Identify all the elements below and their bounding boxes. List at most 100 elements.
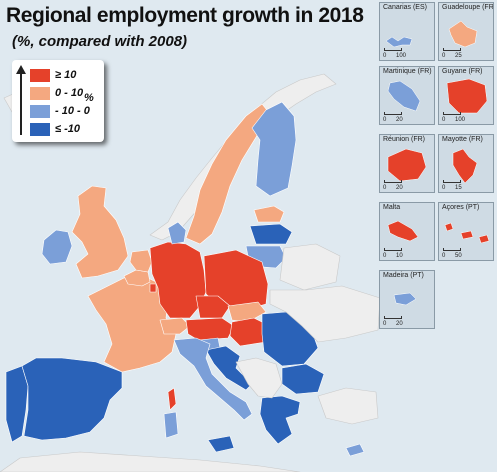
legend-arrow-shaft bbox=[20, 73, 22, 135]
legend-label: ≥ 10 bbox=[55, 69, 77, 81]
arrow-up-icon bbox=[16, 65, 26, 74]
inset-guadeloupe-fr: Guadeloupe (FR) 0 25 bbox=[438, 2, 494, 61]
inset-label: Açores (PT) bbox=[442, 204, 480, 211]
scale-label-start: 0 bbox=[442, 53, 446, 59]
inset-region bbox=[444, 222, 490, 244]
inset-shape bbox=[385, 36, 413, 48]
inset-region bbox=[446, 78, 488, 114]
region-ireland bbox=[41, 229, 73, 265]
inset-malta: Malta 0 10 bbox=[379, 202, 435, 261]
region-turkey bbox=[317, 387, 379, 425]
legend-swatch bbox=[30, 68, 50, 82]
legend-item-le-neg10: ≤ -10 bbox=[30, 122, 80, 136]
inset-shape bbox=[446, 78, 488, 114]
region-balkans bbox=[235, 357, 283, 399]
scale-label-start: 0 bbox=[442, 117, 446, 123]
inset-a-ores-pt: Açores (PT) 0 50 bbox=[438, 202, 494, 261]
region-sicily bbox=[207, 435, 235, 453]
inset-region bbox=[387, 148, 427, 182]
inset-label: Guyane (FR) bbox=[442, 68, 483, 75]
region-north-africa bbox=[0, 451, 301, 472]
region-ukraine bbox=[269, 285, 381, 343]
inset-label: Réunion (FR) bbox=[383, 136, 426, 143]
scale-label-end: 20 bbox=[396, 321, 403, 327]
inset-canarias-es: Canarias (ES) 0 100 bbox=[379, 2, 435, 61]
inset-shape bbox=[452, 148, 478, 184]
scale-label-start: 0 bbox=[383, 321, 387, 327]
region-united-kingdom bbox=[71, 185, 129, 279]
scale-label-end: 100 bbox=[455, 117, 466, 123]
legend-item-zero-ten: 0 - 10 bbox=[30, 86, 83, 100]
inset-shape bbox=[448, 20, 478, 48]
legend-unit: % bbox=[84, 92, 94, 104]
inset-region bbox=[452, 148, 478, 184]
inset-region bbox=[387, 220, 419, 242]
inset-region bbox=[448, 20, 478, 48]
scale-bar bbox=[443, 48, 461, 51]
inset-label: Martinique (FR) bbox=[383, 68, 432, 75]
scale-bar bbox=[443, 180, 461, 183]
inset-region bbox=[393, 292, 417, 306]
scale-bar bbox=[443, 248, 461, 251]
inset-label: Madeira (PT) bbox=[383, 272, 424, 279]
region-sardinia bbox=[163, 411, 179, 439]
scale-label-end: 20 bbox=[396, 185, 403, 191]
region-czechia bbox=[195, 295, 231, 319]
scale-bar bbox=[384, 316, 402, 319]
inset-label: Mayotte (FR) bbox=[442, 136, 483, 143]
scale-label-start: 0 bbox=[383, 253, 387, 259]
scale-label-start: 0 bbox=[383, 53, 387, 59]
region-switzerland bbox=[159, 317, 191, 335]
region-austria bbox=[185, 317, 235, 341]
inset-label: Canarias (ES) bbox=[383, 4, 427, 11]
scale-bar bbox=[384, 180, 402, 183]
scale-label-end: 10 bbox=[396, 253, 403, 259]
inset-region bbox=[387, 80, 421, 112]
legend-label: ≤ -10 bbox=[55, 123, 80, 135]
legend-item-ge10: ≥ 10 bbox=[30, 68, 76, 82]
legend-label: - 10 - 0 bbox=[55, 105, 90, 117]
inset-martinique-fr: Martinique (FR) 0 20 bbox=[379, 66, 435, 125]
scale-label-end: 20 bbox=[396, 117, 403, 123]
inset-shape bbox=[393, 292, 417, 306]
inset-shape bbox=[387, 220, 419, 242]
scale-bar bbox=[384, 248, 402, 251]
map-title: Regional employment growth in 2018 bbox=[6, 4, 364, 27]
inset-region bbox=[385, 36, 413, 48]
region-denmark bbox=[167, 221, 187, 245]
region-greece bbox=[259, 395, 301, 445]
legend-swatch bbox=[30, 86, 50, 100]
inset-shape bbox=[444, 222, 490, 244]
scale-bar bbox=[443, 112, 461, 115]
inset-shape bbox=[387, 148, 427, 182]
region-latvia bbox=[249, 223, 293, 245]
scale-label-end: 15 bbox=[455, 185, 462, 191]
legend-swatch bbox=[30, 104, 50, 118]
inset-mayotte-fr: Mayotte (FR) 0 15 bbox=[438, 134, 494, 193]
inset-label: Malta bbox=[383, 204, 401, 211]
region-italy bbox=[173, 337, 253, 421]
scale-label-end: 25 bbox=[455, 53, 462, 59]
map-subtitle: (%, compared with 2008) bbox=[12, 33, 188, 50]
region-spain bbox=[21, 357, 123, 441]
region-netherlands bbox=[129, 249, 153, 273]
scale-label-start: 0 bbox=[383, 117, 387, 123]
inset-r-union-fr: Réunion (FR) 0 20 bbox=[379, 134, 435, 193]
inset-madeira-pt: Madeira (PT) 0 20 bbox=[379, 270, 435, 329]
legend-item-neg-ten-zero: - 10 - 0 bbox=[30, 104, 90, 118]
region-finland bbox=[251, 101, 297, 197]
region-cyprus bbox=[345, 443, 365, 457]
region-corsica bbox=[167, 387, 177, 411]
legend-swatch bbox=[30, 122, 50, 136]
region-luxembourg bbox=[149, 283, 157, 293]
scale-label-end: 100 bbox=[396, 53, 407, 59]
scale-label-start: 0 bbox=[383, 185, 387, 191]
scale-label-start: 0 bbox=[442, 253, 446, 259]
scale-label-end: 50 bbox=[455, 253, 462, 259]
legend: ≥ 10 0 - 10 - 10 - 0 ≤ -10 % bbox=[12, 60, 104, 142]
inset-shape bbox=[387, 80, 421, 112]
region-slovakia bbox=[227, 301, 267, 323]
scale-bar bbox=[384, 48, 402, 51]
scale-bar bbox=[384, 112, 402, 115]
region-estonia bbox=[253, 205, 285, 223]
